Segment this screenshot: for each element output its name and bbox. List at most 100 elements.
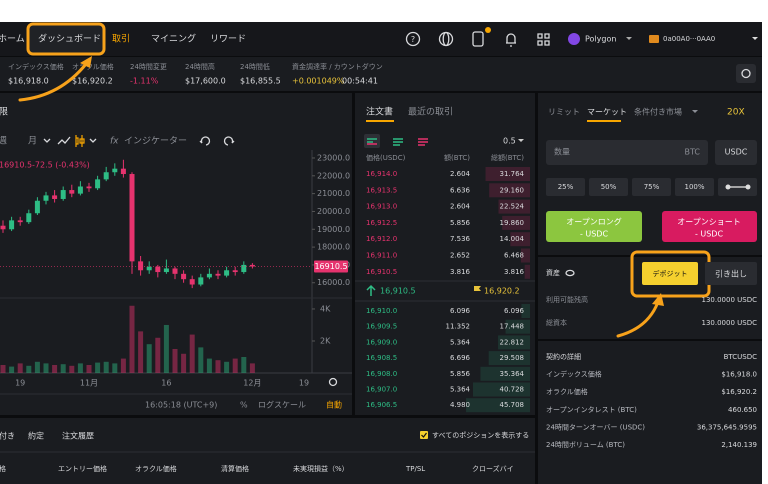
deposit-button[interactable] [642,262,698,285]
tab-active[interactable]: 注文書 [366,106,393,118]
nav-item[interactable]: マイニング [151,33,196,45]
book-price[interactable]: 16,910.5 [366,268,397,276]
x-tick-label: 12月 [243,379,261,388]
candle-body [52,195,58,199]
depth-bar [498,335,530,350]
candle-body [232,270,238,273]
positions-column: エントリー価格 [58,464,107,473]
long-button[interactable] [546,211,642,242]
notice-dot [485,27,491,33]
book-price[interactable]: 16,906.5 [366,401,397,409]
volume-bar [9,366,15,373]
candle-body [103,172,109,180]
positions-tab[interactable]: 約定 [28,431,44,441]
percent-button[interactable] [589,178,628,196]
view-toggle[interactable] [364,134,380,148]
eye-icon[interactable] [565,269,575,277]
book-price[interactable]: 16,914.0 [366,170,397,178]
contract-label: 契約の詳細 [546,352,581,361]
line-type-icon[interactable] [57,136,71,145]
settings-button[interactable] [736,64,756,83]
undo-icon[interactable] [199,136,211,146]
ticker-value: -1.11% [130,77,159,86]
device-icon[interactable] [472,31,484,47]
volume-bar [129,305,135,373]
checkbox[interactable] [420,431,428,439]
last-close: 16910.5 [0,161,32,170]
depth-bar [498,199,530,214]
chart-option[interactable]: 自動 [326,400,342,410]
book-amount: 6.696 [450,354,471,362]
quote-button[interactable] [715,140,757,165]
short-button[interactable] [662,211,757,242]
candle-body [163,268,169,273]
caret [89,138,97,143]
x-tick-label: 11月 [80,379,98,388]
percent-label: 100% [684,183,704,191]
amount-input[interactable] [546,140,708,165]
withdraw-button[interactable] [705,262,757,285]
y-tick-label: 22000.0 [317,171,350,180]
redo-icon[interactable] [223,136,235,146]
nav-item[interactable]: ホーム [0,34,25,45]
leverage[interactable]: 20X [727,108,745,118]
book-price[interactable]: 16,912.0 [366,235,397,243]
show-all-label[interactable]: すべてのポジションを表示する [432,431,529,440]
book-price[interactable]: 16,910.0 [366,307,397,315]
percent-button[interactable] [632,178,671,196]
percent-button[interactable] [546,178,585,196]
positions-tab[interactable]: 付き [0,431,15,441]
bell-icon[interactable] [506,33,516,47]
balance-value: 130.0000 USDC [702,319,758,327]
interval[interactable]: 月 [28,136,37,147]
tab[interactable]: 最近の取引 [408,106,453,118]
book-price[interactable]: 16,912.5 [366,219,397,227]
book-price[interactable]: 16,907.0 [366,386,397,394]
positions-tab[interactable]: 注文履歴 [62,431,94,441]
nav-item[interactable]: ダッシュボード [38,33,101,45]
axis-settings-icon[interactable] [328,377,338,387]
book-price[interactable]: 16,908.5 [366,354,397,362]
volume-bar [172,348,178,373]
fx-icon[interactable]: fx [110,137,119,147]
volume-bar [224,361,230,373]
book-total: 31.764 [500,170,525,178]
view-bids-icon[interactable] [393,138,403,146]
ticker-label: インデックス価格 [8,62,64,71]
interval[interactable]: 週 [0,136,7,147]
balance-value: 130.0000 USDC [702,296,758,304]
network-name[interactable]: Polygon [585,35,616,44]
ticker-value: $16,918.0 [8,77,49,86]
chart-option[interactable]: % [240,401,248,410]
caret [43,138,51,143]
percent-button[interactable] [675,178,714,196]
contract-value: BTCUSDC [724,353,758,361]
y-tick-label: 18000.0 [317,243,350,252]
depth-bar [524,264,530,279]
withdraw-label: 引き出し [715,269,747,279]
book-price[interactable]: 16,908.0 [366,370,397,378]
help-icon[interactable] [405,31,421,47]
candle-type-icon[interactable] [75,135,85,147]
price-step[interactable]: 0.5 [503,137,516,146]
nav-item[interactable]: 取引 [112,34,130,45]
book-price[interactable]: 16,913.5 [366,186,397,194]
indicator-button[interactable]: インジケーター [124,136,187,147]
tab[interactable]: 条件付き市場 [634,107,682,117]
candle-body [112,168,118,173]
chart-option[interactable]: ログスケール [258,400,306,410]
wallet-address[interactable]: 0a00A0···0AA0 [663,35,715,43]
book-price[interactable]: 16,909.5 [366,323,397,331]
nav-item[interactable]: リワード [210,35,246,45]
view-asks-icon[interactable] [418,138,428,146]
book-price[interactable]: 16,911.0 [366,252,397,260]
grid-icon[interactable] [537,33,550,46]
depth-bar [505,319,530,334]
tab-active[interactable]: マーケット [587,108,627,117]
positions-column: クローズバイ [472,464,514,473]
book-price[interactable]: 16,909.0 [366,338,397,346]
contract-label: オラクル価格 [546,387,588,396]
book-price[interactable]: 16,913.0 [366,203,397,211]
candle-body [17,220,23,223]
tab[interactable]: リミット [548,108,580,117]
